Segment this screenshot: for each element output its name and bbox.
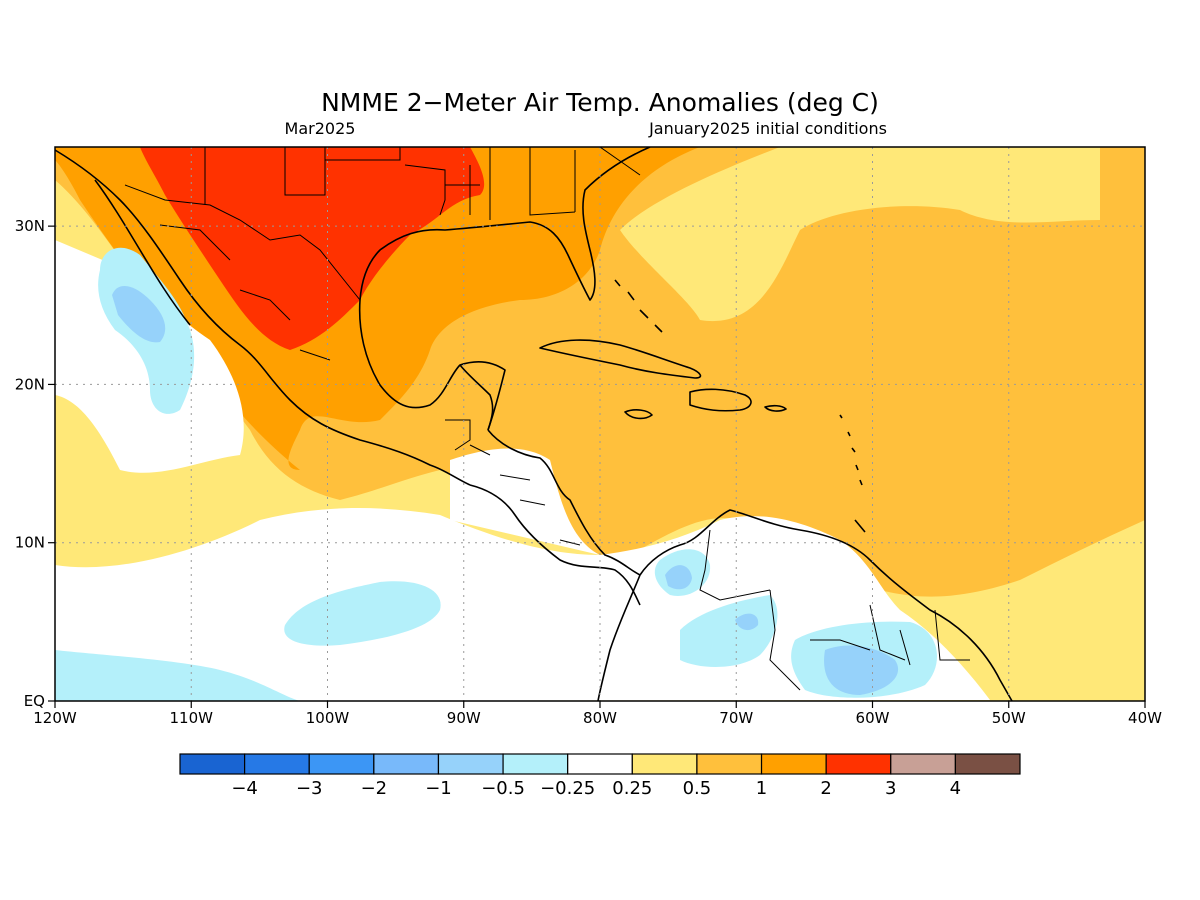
colorbar-label: −0.25 [540,778,595,799]
mexico-state-borders [159,224,331,361]
lesser-antilles [839,414,866,533]
central-america-coast [469,429,641,606]
puerto-rico [764,404,787,412]
colorbar: −4 −3 −2 −1 −0.5 −0.25 0.25 0.5 1 2 3 4 [179,753,1021,799]
x-tick-label: 110W [170,709,214,727]
colorbar-swatch [954,753,1021,775]
colorbar-swatch [179,753,246,775]
y-tick-label: 30N [15,217,45,235]
mexico-pacific-coast [55,149,471,486]
south-america-coast [639,509,1013,701]
x-tick-label: 90W [447,709,481,727]
colorbar-swatch [631,753,698,775]
y-tick-label: 10N [15,534,45,552]
map-axes: 120W 110W 100W 90W 80W 70W 60W 50W 40W EQ 10N 20N 30… [15,217,1162,727]
x-tick-label: 100W [306,709,350,727]
political-borders [124,147,970,691]
field-region-neg0.5-2 [665,565,692,590]
colorbar-label: 0.25 [612,778,652,799]
field-region-neg0.5-4 [735,613,759,631]
field-region-neg0.25-pacific-central [284,581,441,646]
colorbar-label: 2 [820,778,831,799]
lat-lon-grid [55,147,1145,701]
x-tick-label: 120W [33,709,77,727]
x-tick-label: 60W [856,709,890,727]
colorbar-label: −3 [296,778,323,799]
south-america-borders [699,529,970,691]
map-title: NMME 2−Meter Air Temp. Anomalies (deg C) [321,88,879,117]
colorbar-label: 0.5 [683,778,712,799]
colorbar-swatch [825,753,892,775]
colorbar-swatch [502,753,569,775]
field-region-neg0.5-3 [824,645,899,695]
colorbar-label: −1 [425,778,452,799]
colorbar-swatch [567,753,633,775]
field-region-neg0.25-pacific-south [55,650,300,701]
us-mexico-border [124,184,361,301]
colorbar-label: −0.5 [481,778,525,799]
colorbar-label: 3 [885,778,896,799]
colorbar-swatch [308,753,375,775]
colorbar-swatch [760,753,827,775]
colorbar-label: −4 [231,778,258,799]
colorbar-label: 4 [950,778,961,799]
us-state-borders [204,147,641,220]
field-region-neutral-land [450,448,600,555]
colorbar-swatch [696,753,763,775]
colorbar-label: 1 [756,778,767,799]
colorbar-swatch [244,753,310,775]
bahamas [614,279,663,333]
yucatan [459,364,494,431]
x-tick-label: 80W [583,709,617,727]
field-region-neg0.5-1 [112,285,166,343]
south-america-west-coast [597,574,641,701]
cuba [539,339,702,379]
mexico-gulf-coast [358,299,506,431]
init-conditions-label: January2025 initial conditions [648,119,887,138]
jamaica [624,409,653,420]
colorbar-swatch [890,753,956,775]
baja-california [94,179,191,326]
y-tick-label: 20N [15,375,45,393]
x-tick-label: 70W [719,709,753,727]
central-america-borders [445,419,581,546]
hispaniola [689,388,752,412]
field-region-neg0.25-south-america-2 [680,595,778,667]
field-region-0.5-1-east [755,220,1145,581]
x-tick-label: 40W [1128,709,1162,727]
field-region-2-3 [140,147,485,350]
us-gulf-coast [359,147,651,301]
colorbar-label: −2 [361,778,388,799]
valid-month-label: Mar2025 [285,119,356,138]
colorbar-swatch [437,753,504,775]
colorbar-swatch [373,753,440,775]
y-tick-label: EQ [24,692,45,710]
x-tick-label: 50W [992,709,1026,727]
coastlines [55,147,1013,701]
